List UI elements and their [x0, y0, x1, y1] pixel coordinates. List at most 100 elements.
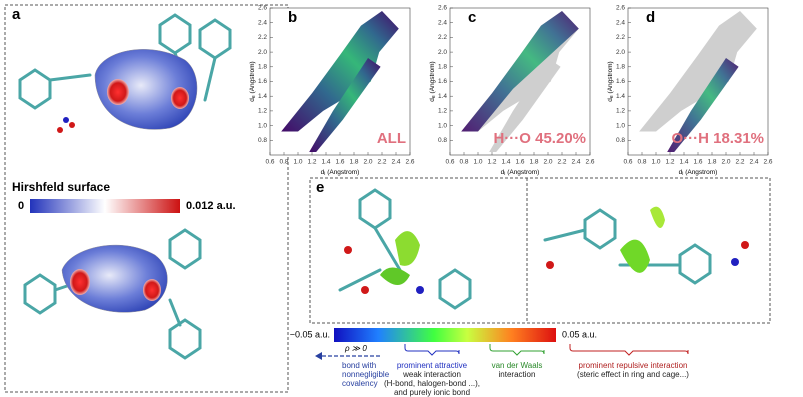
- colorbar-max: 0.05 a.u.: [562, 329, 597, 339]
- ylabel-part: d: [249, 98, 256, 102]
- panel-label: d: [646, 9, 655, 26]
- x-tick-label: 1.0: [293, 159, 302, 166]
- ylabel-part: e: [431, 95, 437, 98]
- x-tick-label: 2.4: [749, 159, 758, 166]
- y-tick-label: 1.4: [616, 93, 625, 100]
- nci-molecule: [338, 188, 749, 310]
- x-tick-label: 1.4: [501, 159, 510, 166]
- x-tick-label: 2.6: [585, 159, 594, 166]
- xlabel: di (Angstrom): [321, 169, 360, 178]
- x-tick-label: 1.8: [349, 159, 358, 166]
- x-tick-label: 2.2: [735, 159, 744, 166]
- cloud: [309, 57, 381, 153]
- y-tick-label: 2.0: [616, 49, 625, 56]
- y-tick-label: 2.4: [438, 19, 447, 26]
- fingerprint-tag: ALL: [377, 130, 406, 147]
- note-line: weak interaction: [402, 370, 461, 379]
- y-tick-label: 1.8: [258, 64, 267, 71]
- x-tick-label: 2.0: [543, 159, 552, 166]
- y-tick-label: 1.4: [438, 93, 447, 100]
- y-tick-label: 1.6: [258, 78, 267, 85]
- xlabel-part: (Angstrom): [683, 169, 717, 176]
- y-tick-label: 1.4: [258, 93, 267, 100]
- y-tick-label: 1.6: [616, 78, 625, 85]
- panel-label: b: [288, 9, 297, 26]
- x-tick-label: 2.4: [391, 159, 400, 166]
- xlabel-part: (Angstrom): [505, 169, 539, 176]
- cloud: [281, 10, 399, 132]
- x-tick-label: 0.8: [279, 159, 288, 166]
- panel-label: e: [316, 179, 324, 196]
- x-tick-label: 1.8: [707, 159, 716, 166]
- y-tick-label: 2.2: [438, 34, 447, 41]
- note-line: interaction: [499, 370, 536, 379]
- cloud: [667, 57, 739, 153]
- y-tick-label: 2.4: [616, 19, 625, 26]
- xlabel-part: i: [504, 171, 505, 177]
- x-tick-label: 1.0: [473, 159, 482, 166]
- ylabel: de (Angstrom): [607, 61, 616, 101]
- panel-label: c: [468, 9, 476, 26]
- x-tick-label: 0.8: [637, 159, 646, 166]
- fingerprint-tag: H···O 45.20%: [493, 130, 586, 147]
- colorbar: [30, 199, 180, 213]
- y-tick-label: 0.8: [438, 137, 447, 144]
- y-tick-label: 2.4: [258, 19, 267, 26]
- ylabel-part: d: [607, 98, 614, 102]
- panel-label: a: [12, 6, 21, 23]
- note-line: bond with: [342, 361, 376, 370]
- x-tick-label: 1.4: [321, 159, 330, 166]
- x-tick-label: 1.6: [335, 159, 344, 166]
- brace: [569, 344, 689, 356]
- y-tick-label: 2.6: [616, 5, 625, 12]
- y-tick-label: 2.2: [258, 34, 267, 41]
- cloud: [461, 10, 579, 132]
- ylabel-part: e: [609, 95, 615, 98]
- y-tick-label: 1.0: [438, 122, 447, 129]
- y-tick-label: 1.0: [258, 122, 267, 129]
- colorbar: [334, 328, 556, 342]
- y-tick-label: 2.0: [438, 49, 447, 56]
- arrow-label: ρ ≫ 0: [344, 344, 367, 353]
- xlabel-part: i: [324, 171, 325, 177]
- y-tick-label: 2.0: [258, 49, 267, 56]
- brace: [489, 344, 545, 356]
- y-tick-label: 1.0: [616, 122, 625, 129]
- x-tick-label: 2.0: [363, 159, 372, 166]
- note-line: and purely ionic bond: [394, 388, 470, 397]
- arrowhead: [315, 352, 322, 360]
- y-tick-label: 1.2: [616, 108, 625, 115]
- x-tick-label: 0.6: [445, 159, 454, 166]
- fingerprint-tag: O···H 18.31%: [671, 130, 764, 147]
- molecule: [18, 13, 232, 133]
- x-tick-label: 2.2: [557, 159, 566, 166]
- colorbar-min: −0.05 a.u.: [290, 329, 330, 339]
- ylabel-part: d: [429, 98, 436, 102]
- panel-frame: [309, 177, 771, 324]
- colorbar-title: Hirshfeld surface: [12, 180, 110, 194]
- x-tick-label: 1.6: [693, 159, 702, 166]
- y-tick-label: 0.8: [616, 137, 625, 144]
- panel-frame: [4, 4, 289, 393]
- x-tick-label: 2.4: [571, 159, 580, 166]
- xlabel-part: d: [501, 169, 505, 176]
- note-line: prominent attractive: [397, 361, 468, 370]
- y-tick-label: 2.2: [616, 34, 625, 41]
- xlabel-part: d: [321, 169, 325, 176]
- x-tick-label: 1.0: [651, 159, 660, 166]
- y-tick-label: 0.8: [258, 137, 267, 144]
- background-cloud: [639, 10, 757, 132]
- y-tick-label: 1.6: [438, 78, 447, 85]
- x-tick-label: 1.2: [665, 159, 674, 166]
- colorbar-min: 0: [18, 200, 24, 212]
- xlabel: di (Angstrom): [679, 169, 718, 178]
- y-tick-label: 1.8: [616, 64, 625, 71]
- x-tick-label: 1.2: [307, 159, 316, 166]
- ylabel-part: e: [251, 95, 257, 98]
- x-tick-label: 1.4: [679, 159, 688, 166]
- note-line: covalency: [342, 379, 378, 388]
- y-tick-label: 1.2: [438, 108, 447, 115]
- note-line: (steric effect in ring and cage...): [577, 370, 689, 379]
